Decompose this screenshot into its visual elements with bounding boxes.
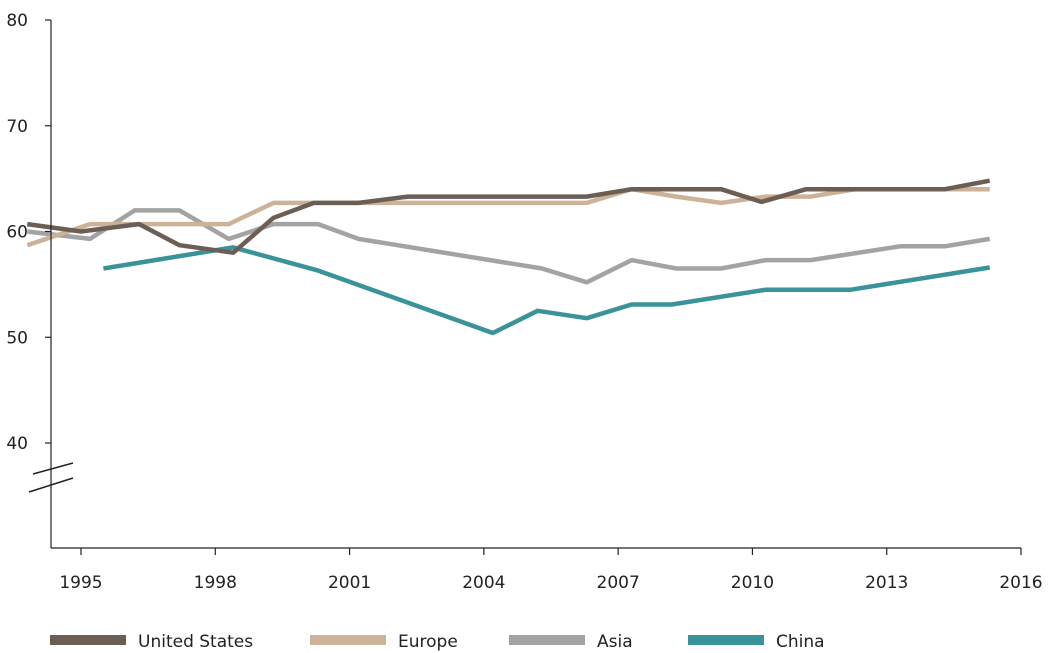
y-axis-ticks: 40 50 60 70 80 bbox=[6, 11, 51, 454]
x-tick-label: 2010 bbox=[731, 573, 774, 593]
axis-break-stroke bbox=[32, 462, 74, 475]
legend-label-europe: Europe bbox=[398, 632, 458, 652]
x-tick-label: 2001 bbox=[328, 573, 371, 593]
x-tick-label: 2016 bbox=[999, 573, 1042, 593]
legend-label-united-states: United States bbox=[138, 632, 253, 652]
series-line-united-states bbox=[26, 178, 991, 255]
series-line-europe bbox=[26, 186, 990, 248]
x-tick-label: 2007 bbox=[597, 573, 640, 593]
series-line-china bbox=[103, 245, 991, 336]
legend: United States Europe Asia China bbox=[50, 632, 825, 652]
axes: 40 50 60 70 80 1995 1998 2001 2004 2007 2010 2013 2… bbox=[6, 11, 1042, 593]
series-group bbox=[26, 178, 991, 336]
legend-label-china: China bbox=[776, 632, 825, 652]
legend-swatch-united-states bbox=[50, 635, 126, 645]
x-axis-ticks: 1995 1998 2001 2004 2007 2010 2013 2016 bbox=[59, 548, 1043, 593]
x-tick-label: 2013 bbox=[865, 573, 908, 593]
legend-label-asia: Asia bbox=[597, 632, 633, 652]
x-tick-label: 1998 bbox=[194, 573, 237, 593]
y-tick-label: 50 bbox=[6, 328, 28, 348]
x-tick-label: 1995 bbox=[59, 573, 102, 593]
y-tick-label: 80 bbox=[6, 11, 28, 31]
y-tick-label: 40 bbox=[6, 434, 28, 454]
axis-break-stroke bbox=[28, 477, 74, 493]
legend-swatch-europe bbox=[310, 635, 386, 645]
legend-swatch-asia bbox=[509, 635, 585, 645]
y-tick-label: 60 bbox=[6, 223, 28, 243]
x-tick-label: 2004 bbox=[462, 573, 505, 593]
legend-swatch-china bbox=[688, 635, 764, 645]
y-axis-break-marker bbox=[28, 462, 74, 493]
y-tick-label: 70 bbox=[6, 117, 28, 137]
series-line-asia bbox=[27, 208, 991, 285]
